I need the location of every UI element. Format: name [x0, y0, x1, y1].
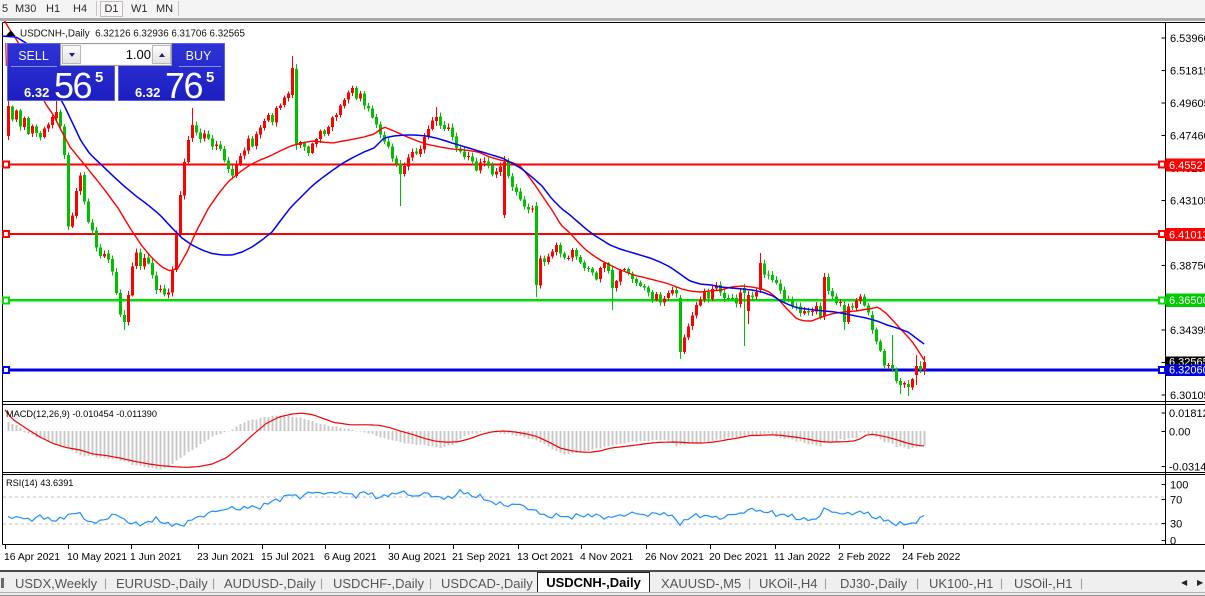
- svg-text:26 Nov 2021: 26 Nov 2021: [645, 552, 704, 563]
- svg-text:21 Sep 2021: 21 Sep 2021: [452, 552, 511, 563]
- svg-text:0.00: 0.00: [1169, 427, 1190, 439]
- svg-text:16 Apr 2021: 16 Apr 2021: [4, 552, 60, 563]
- svg-text:0: 0: [1170, 536, 1176, 548]
- svg-text:6.53960: 6.53960: [1170, 33, 1205, 45]
- svg-text:70: 70: [1170, 495, 1182, 507]
- svg-text:24 Feb 2022: 24 Feb 2022: [902, 552, 961, 563]
- svg-text:6.36500: 6.36500: [1169, 295, 1205, 307]
- svg-text:10 May 2021: 10 May 2021: [67, 552, 127, 563]
- svg-text:-0.03149: -0.03149: [1169, 462, 1205, 474]
- svg-text:6.49605: 6.49605: [1170, 98, 1205, 110]
- svg-text:30: 30: [1170, 519, 1182, 531]
- svg-text:23 Jun 2021: 23 Jun 2021: [197, 552, 254, 563]
- svg-text:6.41013: 6.41013: [1169, 229, 1205, 241]
- svg-text:6 Aug 2021: 6 Aug 2021: [324, 552, 377, 563]
- svg-text:11 Jan 2022: 11 Jan 2022: [774, 552, 831, 563]
- svg-text:6.51815: 6.51815: [1170, 66, 1205, 78]
- svg-text:6.34395: 6.34395: [1170, 325, 1205, 337]
- svg-text:30 Aug 2021: 30 Aug 2021: [388, 552, 447, 563]
- svg-text:100: 100: [1170, 480, 1188, 492]
- svg-text:20 Dec 2021: 20 Dec 2021: [709, 552, 768, 563]
- svg-text:6.32060: 6.32060: [1169, 364, 1205, 376]
- svg-text:13 Oct 2021: 13 Oct 2021: [517, 552, 574, 563]
- svg-text:6.43105: 6.43105: [1170, 195, 1205, 207]
- svg-text:15 Jul 2021: 15 Jul 2021: [261, 552, 315, 563]
- svg-text:6.30105: 6.30105: [1170, 390, 1205, 402]
- svg-text:1 Jun 2021: 1 Jun 2021: [130, 552, 182, 563]
- svg-text:6.38750: 6.38750: [1170, 260, 1205, 272]
- svg-text:2 Feb 2022: 2 Feb 2022: [838, 552, 891, 563]
- svg-text:4 Nov 2021: 4 Nov 2021: [580, 552, 633, 563]
- svg-text:6.45527: 6.45527: [1169, 160, 1205, 172]
- svg-text:0.018129: 0.018129: [1169, 408, 1205, 420]
- svg-text:MACD(12,26,9) -0.010454 -0.011: MACD(12,26,9) -0.010454 -0.011390: [6, 409, 157, 419]
- svg-text:USDCNH-,Daily 6.32126 6.32936: USDCNH-,Daily 6.32126 6.32936 6.31706 6.…: [20, 29, 245, 40]
- svg-text:6.47460: 6.47460: [1170, 130, 1205, 142]
- svg-text:RSI(14) 43.6391: RSI(14) 43.6391: [6, 478, 73, 488]
